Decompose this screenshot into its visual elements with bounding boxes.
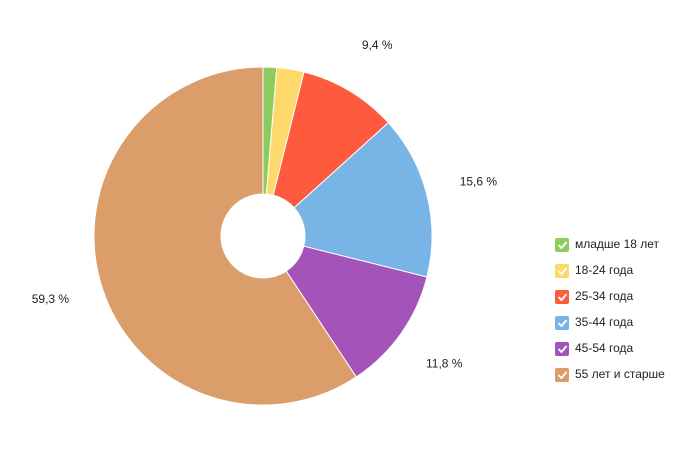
legend-label: 25-34 года (575, 289, 634, 303)
check-mark (557, 293, 568, 302)
value-labels: 9,4 % 15,6 % 11,8 % 59,3 % (32, 38, 498, 371)
value-label: 15,6 % (460, 174, 498, 188)
legend-label: 35-44 года (575, 315, 634, 329)
legend-checkbox[interactable] (555, 342, 569, 356)
check-mark (557, 345, 568, 354)
legend-checkbox[interactable] (555, 264, 569, 278)
slice (272, 71, 390, 209)
legend-item[interactable]: 18-24 года (555, 263, 634, 278)
value-label: 59,3 % (32, 292, 70, 306)
value-label: 9,4 % (362, 38, 393, 52)
legend-item[interactable]: 45-54 года (555, 341, 634, 356)
legend-checkbox[interactable] (555, 316, 569, 330)
legend-item[interactable]: младше 18 лет (555, 237, 660, 252)
check-mark (557, 267, 568, 276)
legend: младше 18 лет 18-24 года 25-34 года 35-44 г… (555, 237, 665, 382)
legend-label: 18-24 года (575, 263, 634, 277)
legend-item[interactable]: 55 лет и старше (555, 367, 665, 382)
check-mark (557, 371, 568, 380)
legend-checkbox[interactable] (555, 368, 569, 382)
slice (285, 245, 428, 378)
legend-checkbox[interactable] (555, 290, 569, 304)
check-mark (557, 319, 568, 328)
legend-item[interactable]: 35-44 года (555, 315, 634, 330)
legend-label: 45-54 года (575, 341, 634, 355)
check-mark (557, 241, 568, 250)
legend-item[interactable]: 25-34 года (555, 289, 634, 304)
legend-label: младше 18 лет (575, 237, 660, 251)
legend-label: 55 лет и старше (575, 367, 665, 381)
value-label: 11,8 % (426, 356, 463, 370)
legend-checkbox[interactable] (555, 238, 569, 252)
donut (93, 66, 433, 406)
slice (293, 121, 433, 278)
slice (93, 66, 357, 406)
